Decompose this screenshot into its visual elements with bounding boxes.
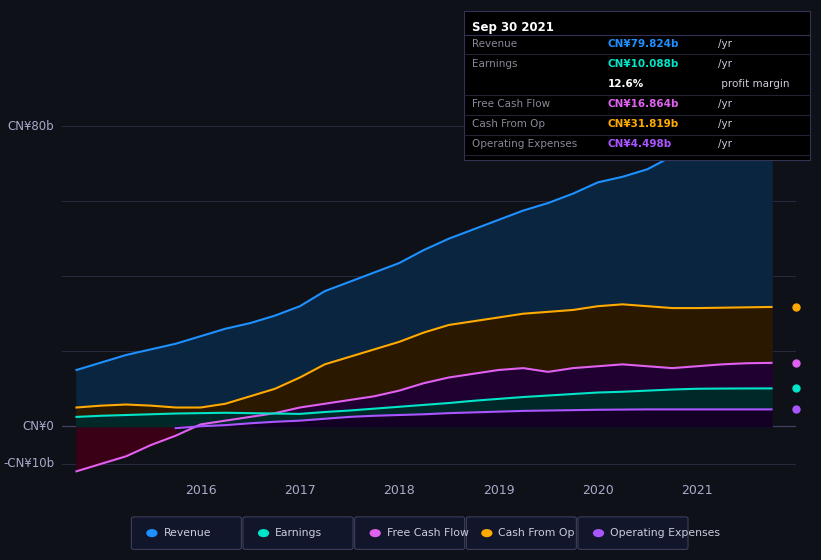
Text: /yr: /yr bbox=[718, 59, 732, 69]
Text: CN¥16.864b: CN¥16.864b bbox=[608, 99, 679, 109]
Text: /yr: /yr bbox=[718, 39, 732, 49]
Text: Earnings: Earnings bbox=[275, 528, 322, 538]
Text: Revenue: Revenue bbox=[472, 39, 517, 49]
Text: /yr: /yr bbox=[718, 119, 732, 129]
Text: CN¥10.088b: CN¥10.088b bbox=[608, 59, 679, 69]
Text: CN¥79.824b: CN¥79.824b bbox=[608, 39, 679, 49]
Text: Sep 30 2021: Sep 30 2021 bbox=[472, 21, 554, 34]
Text: CN¥4.498b: CN¥4.498b bbox=[608, 139, 672, 150]
Text: Cash From Op: Cash From Op bbox=[498, 528, 575, 538]
Text: Operating Expenses: Operating Expenses bbox=[610, 528, 720, 538]
Text: 12.6%: 12.6% bbox=[608, 79, 644, 89]
Text: -CN¥10b: -CN¥10b bbox=[3, 458, 54, 470]
Text: CN¥0: CN¥0 bbox=[22, 420, 54, 433]
Text: Earnings: Earnings bbox=[472, 59, 517, 69]
Text: CN¥80b: CN¥80b bbox=[7, 120, 54, 133]
Text: Revenue: Revenue bbox=[163, 528, 211, 538]
Text: Free Cash Flow: Free Cash Flow bbox=[472, 99, 550, 109]
Text: CN¥31.819b: CN¥31.819b bbox=[608, 119, 679, 129]
Text: Cash From Op: Cash From Op bbox=[472, 119, 545, 129]
Text: Free Cash Flow: Free Cash Flow bbox=[387, 528, 469, 538]
Text: /yr: /yr bbox=[718, 139, 732, 150]
Text: /yr: /yr bbox=[718, 99, 732, 109]
Text: Operating Expenses: Operating Expenses bbox=[472, 139, 577, 150]
Text: profit margin: profit margin bbox=[718, 79, 790, 89]
